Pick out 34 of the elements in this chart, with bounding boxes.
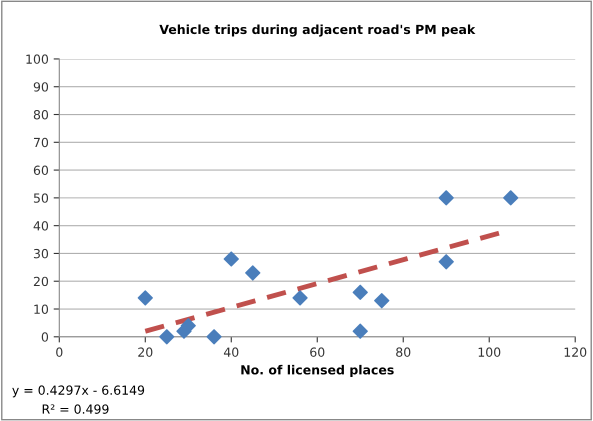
y-tick-label: 100 <box>26 54 48 64</box>
point <box>159 329 174 344</box>
text: y = 0.4297x - 6.6149 <box>12 385 144 398</box>
y-tick-label: 60 <box>34 166 48 176</box>
x-tick-label: 120 <box>564 347 586 357</box>
point <box>245 265 260 281</box>
x-tick-label: 40 <box>224 347 238 357</box>
point <box>374 293 390 308</box>
y-tick-label: 30 <box>34 248 48 258</box>
point <box>206 329 222 344</box>
y-tick-label: 50 <box>34 193 48 203</box>
y-tick-label: 0 <box>42 332 48 342</box>
x-tick-label: 20 <box>138 347 152 357</box>
point <box>292 290 308 306</box>
x-tick-label: 0 <box>56 347 62 357</box>
x-tick-label: 80 <box>396 347 410 357</box>
point <box>138 290 153 306</box>
y-tick-label: 90 <box>34 82 48 92</box>
point <box>503 190 518 206</box>
point <box>224 251 239 267</box>
y-tick-label: 10 <box>34 304 48 314</box>
x-tick-label: 60 <box>310 347 324 357</box>
x-tick-label: 100 <box>478 347 500 357</box>
y-tick-label: 20 <box>34 276 48 286</box>
point <box>438 254 454 270</box>
chart-title: Vehicle trips during adjacent road's PM peak <box>159 24 476 37</box>
x-axis-title: No. of licensed places <box>241 364 394 377</box>
y-tick-label: 70 <box>34 138 48 148</box>
text: R² = 0.499 <box>42 404 109 414</box>
y-tick-label: 40 <box>34 221 48 231</box>
y-tick-label: 80 <box>34 110 48 120</box>
point <box>438 190 454 206</box>
point <box>352 284 368 300</box>
point <box>352 324 368 339</box>
